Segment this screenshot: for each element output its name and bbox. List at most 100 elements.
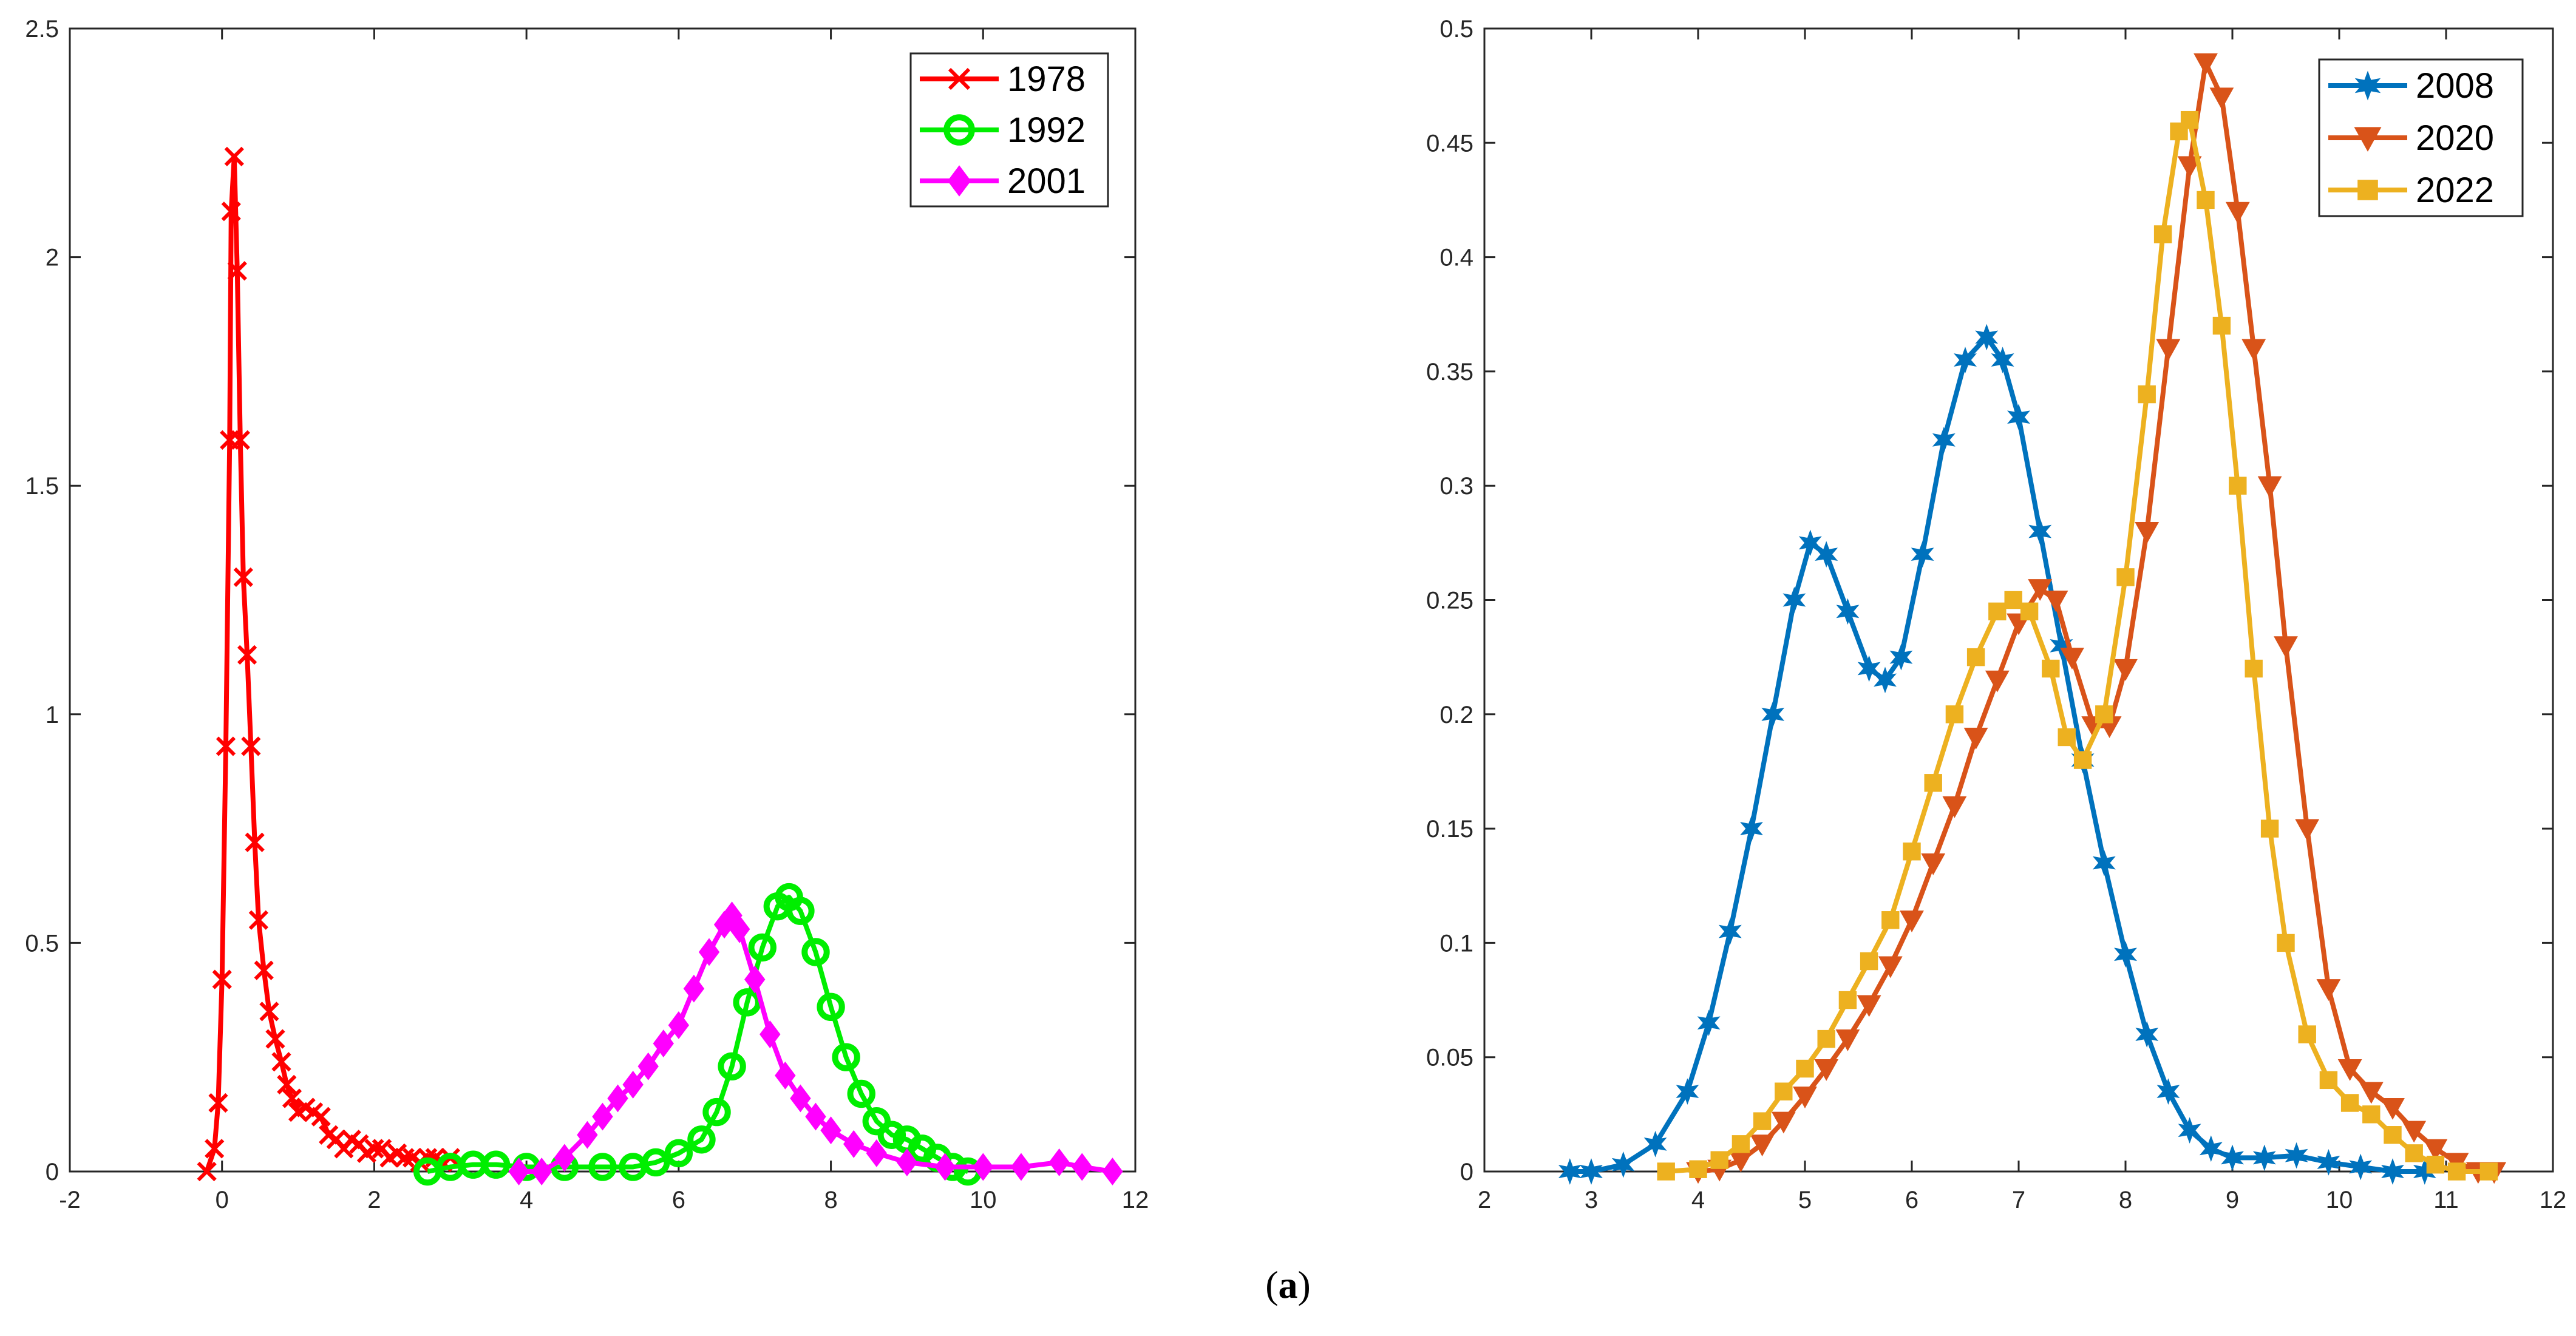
series-1992-point — [748, 933, 777, 962]
series-2020-point — [2044, 590, 2068, 612]
series-2001-point — [744, 965, 766, 994]
series-2022-point — [1924, 774, 1942, 792]
series-2022-point — [2384, 1126, 2402, 1144]
plot-area — [69, 27, 1137, 1173]
series-2022 — [1657, 110, 2498, 1181]
series-2020-point — [2402, 1121, 2427, 1143]
series-1978-point — [259, 1002, 279, 1022]
series-2022-point — [1988, 602, 2007, 621]
series-1992-point — [664, 1139, 693, 1168]
y-tick-label: 0.25 — [1426, 588, 1473, 614]
series-2001-point — [790, 1084, 811, 1113]
x-tick-label: 7 — [2012, 1187, 2025, 1213]
series-2008-point — [1718, 918, 1742, 945]
series-2001-point — [1102, 1158, 1123, 1185]
series-2001-point — [729, 915, 750, 943]
x-tick-label: 8 — [824, 1187, 837, 1213]
x-tick-label: 5 — [1798, 1187, 1812, 1213]
series-2008-point — [1697, 1009, 1721, 1037]
series-2022-point — [1753, 1112, 1772, 1130]
series-2020-point — [1793, 1087, 1817, 1108]
series-1978-point — [230, 430, 250, 450]
series-2008-point — [1740, 815, 1763, 842]
x-tick-label: 10 — [970, 1187, 997, 1213]
series-1978-point — [205, 1139, 225, 1159]
series-2008-point — [1954, 347, 1977, 373]
series-2020-point — [2177, 156, 2202, 178]
series-1978-point — [233, 567, 253, 587]
series-2022-point — [2277, 934, 2295, 952]
series-1978-point — [221, 202, 241, 222]
x-tick-label: 6 — [1905, 1187, 1918, 1213]
y-tick-label: 0.4 — [1439, 245, 1473, 271]
series-2020-point — [1857, 995, 1881, 1017]
legend-marker-2020-point — [2354, 127, 2382, 152]
series-2020-point — [2337, 1059, 2362, 1081]
series-2020-point — [2156, 339, 2181, 361]
series-2008-point — [2050, 632, 2073, 659]
series-2022-point — [1903, 843, 1921, 861]
series-2022-point — [1796, 1059, 1814, 1078]
series-2008-point — [2349, 1153, 2373, 1181]
series-2022-point — [2020, 602, 2039, 621]
x-tick-label: 12 — [1122, 1187, 1149, 1213]
series-2008-point — [2156, 1078, 2180, 1105]
series-2020-point — [2316, 979, 2341, 1001]
series-2008-point — [1975, 324, 1999, 351]
series-1992-point — [687, 1125, 716, 1154]
x-tick-label: 0 — [216, 1187, 229, 1213]
series-2008-point — [1857, 655, 1881, 682]
series-2022-point — [2153, 225, 2172, 243]
series-2022-point — [1817, 1029, 1835, 1048]
series-2020-point — [2257, 476, 2282, 498]
series-2022-point — [1966, 648, 1985, 666]
legend-label-1992: 1992 — [1007, 110, 1086, 150]
series-1978-point — [271, 1052, 291, 1072]
series-2001-point — [653, 1029, 674, 1058]
series-2020-point — [1771, 1111, 1796, 1134]
series-2001-point — [577, 1121, 598, 1149]
caption-open: ( — [1265, 1263, 1279, 1306]
series-2020-point — [1878, 956, 1903, 978]
legend-label-2022: 2022 — [2416, 171, 2494, 210]
series-2022-point — [2245, 659, 2263, 678]
series-2001-point — [1048, 1148, 1070, 1176]
y-tick-label: 0.5 — [1439, 16, 1473, 42]
series-2008-point — [1580, 1158, 1603, 1185]
series-1992-point — [642, 1148, 670, 1177]
legend-label-1978: 1978 — [1007, 59, 1086, 99]
series-2001 — [508, 901, 1123, 1185]
series-2008-point — [2028, 518, 2052, 545]
series-1992-point — [733, 988, 761, 1017]
series-2008-point — [2252, 1144, 2276, 1172]
series-1978-point — [265, 1029, 285, 1049]
series-2020-point — [2028, 579, 2053, 601]
series-1978-point — [248, 910, 269, 930]
series-2008-point — [1889, 643, 1913, 671]
x-tick-label: 10 — [2326, 1187, 2353, 1213]
series-2022-point — [2212, 316, 2231, 335]
series-2008-point — [1782, 586, 1806, 614]
series-2001-point — [592, 1102, 613, 1131]
series-1992-point — [702, 1097, 731, 1127]
legend-label-2001: 2001 — [1007, 161, 1086, 201]
series-2020-point — [1942, 796, 1967, 818]
series-2001-point — [775, 1061, 796, 1090]
series-2022-point — [1945, 705, 1964, 724]
series-2008-point — [2199, 1135, 2223, 1162]
legend-label-2020: 2020 — [2416, 118, 2494, 158]
series-2020-point — [2113, 659, 2138, 681]
series-2020-point — [1963, 727, 1988, 750]
legend-marker-1978-point — [948, 67, 971, 90]
series-2001-point — [805, 1102, 826, 1131]
series-2022-point — [2042, 659, 2060, 678]
series-1992-point — [862, 1107, 891, 1136]
series-2008-point — [1836, 598, 1860, 625]
series-2001-point — [607, 1084, 628, 1113]
y-tick-label: 1 — [46, 702, 59, 728]
series-2022-point — [2004, 591, 2022, 609]
series-2001-point — [1072, 1153, 1093, 1181]
series-2020-point — [2295, 819, 2320, 841]
series-2022-point — [2058, 728, 2076, 747]
